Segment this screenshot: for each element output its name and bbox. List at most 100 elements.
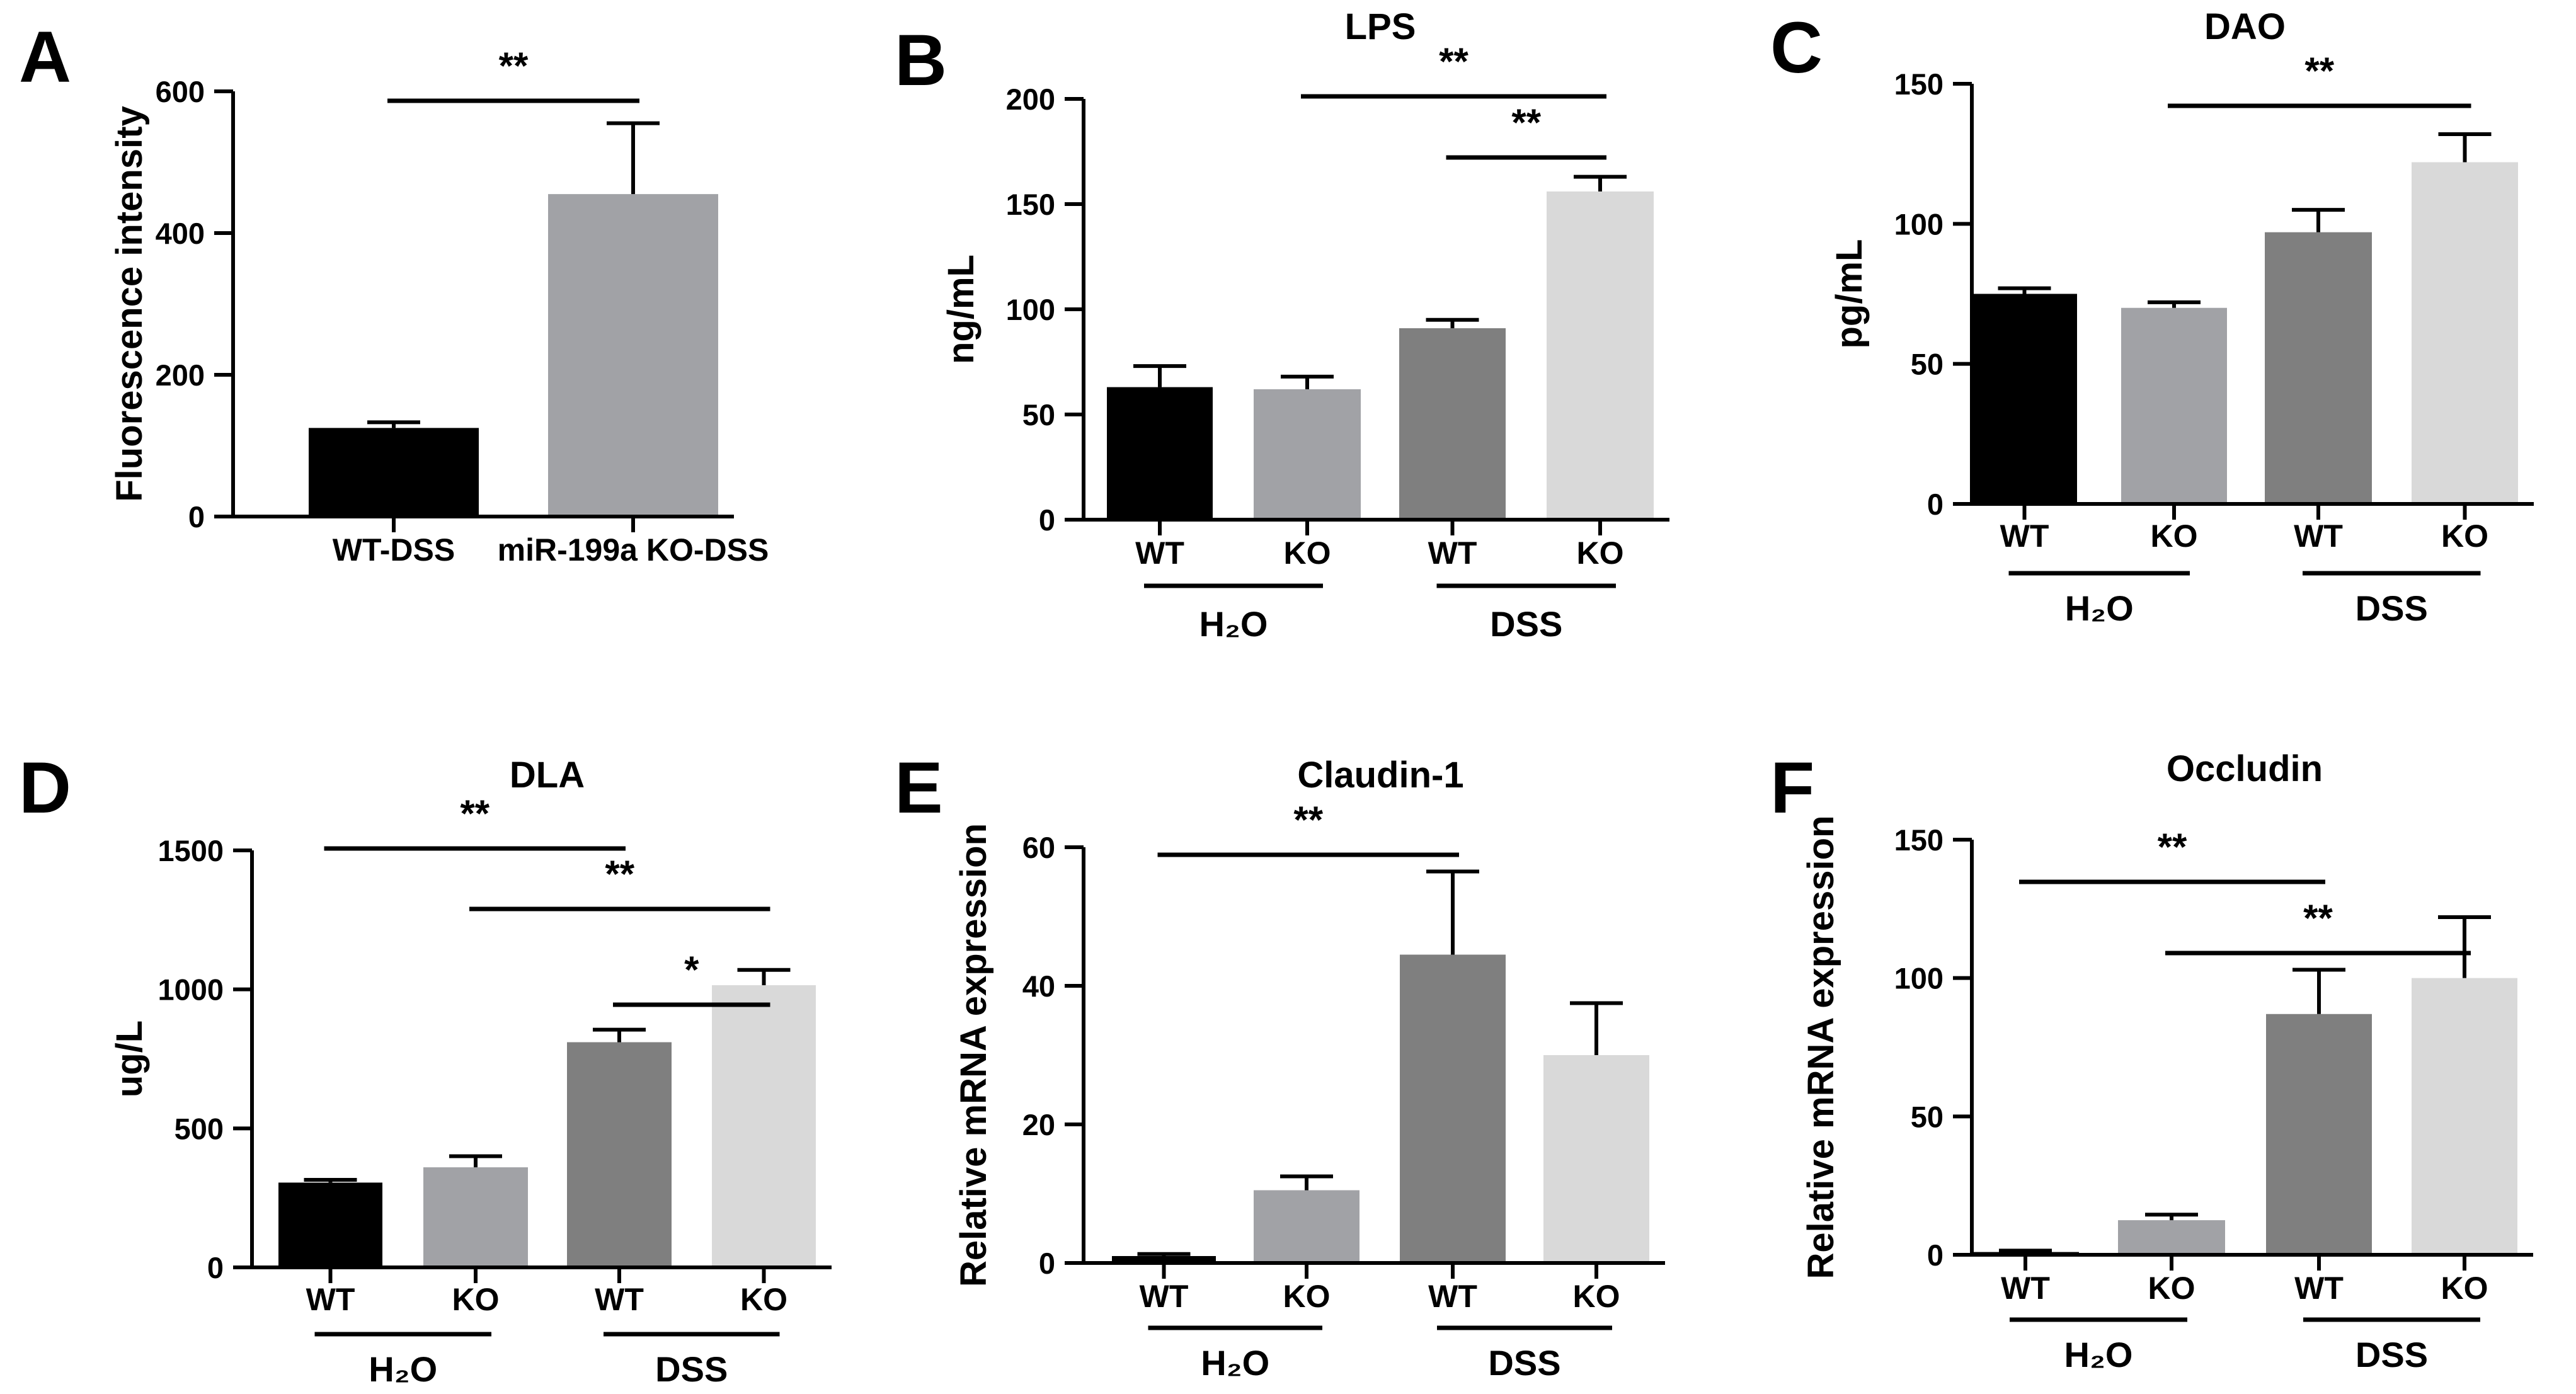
group-label: DSS: [2356, 1335, 2428, 1374]
y-tick-label: 60: [1022, 831, 1055, 864]
y-tick-label: 100: [1894, 962, 1943, 995]
x-tick-label: KO: [2151, 518, 2198, 554]
bar: [309, 428, 479, 517]
y-tick-label: 50: [1022, 398, 1055, 431]
bar: [548, 194, 718, 517]
x-tick-label: WT: [595, 1282, 644, 1317]
x-tick-label: WT: [2000, 518, 2049, 554]
panel-label: C: [1770, 8, 1823, 88]
panel-label: E: [895, 748, 943, 828]
group-label: DSS: [1488, 1343, 1560, 1383]
bar: [1107, 387, 1213, 520]
significance-label: **: [1293, 799, 1323, 841]
panel-label: D: [19, 748, 71, 828]
y-tick-label: 1500: [157, 834, 224, 867]
y-tick-label: 150: [1894, 823, 1943, 857]
bar: [2265, 232, 2372, 504]
chart-title: DLA: [510, 755, 585, 796]
y-tick-label: 50: [1911, 348, 1943, 381]
group-label: H₂O: [369, 1349, 437, 1389]
y-tick-label: 150: [1894, 67, 1943, 101]
y-tick-label: 600: [156, 75, 205, 108]
significance-label: **: [460, 792, 489, 835]
x-tick-label: KO: [2441, 518, 2488, 554]
bar: [2412, 162, 2518, 504]
group-label: DSS: [655, 1349, 728, 1389]
chart-title: Occludin: [2167, 748, 2323, 789]
group-label: DSS: [1490, 604, 1562, 644]
x-tick-label: KO: [2441, 1271, 2488, 1306]
x-tick-label: KO: [1284, 535, 1331, 571]
y-tick-label: 200: [156, 358, 205, 392]
group-label: H₂O: [1201, 1343, 1269, 1383]
y-tick-label: 0: [1927, 488, 1943, 521]
x-tick-label: miR-199a KO-DSS: [498, 532, 769, 568]
panel-label: A: [19, 17, 71, 98]
significance-label: **: [499, 45, 529, 87]
bar: [423, 1167, 528, 1267]
y-tick-label: 200: [1006, 83, 1055, 116]
x-tick-label: KO: [452, 1282, 500, 1317]
x-tick-label: WT: [2294, 518, 2343, 554]
chart-title: LPS: [1345, 6, 1416, 47]
bar: [712, 985, 816, 1267]
chart-panel-b: B LPS ng/mL WT KO WT KO 0 50 100 150 200 H₂O DSS ** **: [895, 6, 1669, 644]
chart-panel-c: C DAO pg/mL WT KO WT KO 0 50 100 150 H₂O DSS **: [1770, 6, 2534, 628]
bar: [1972, 294, 2077, 504]
x-tick-label: WT: [1135, 535, 1184, 571]
bar: [2412, 978, 2517, 1255]
y-tick-label: 500: [175, 1112, 224, 1145]
bar: [1543, 1055, 1649, 1263]
chart-panel-a: A Fluorescence intensity WT-DSS miR-199a KO…: [19, 17, 769, 568]
significance-label: **: [605, 853, 634, 895]
y-axis-label: pg/mL: [1829, 239, 1870, 349]
y-tick-label: 150: [1006, 188, 1055, 221]
chart-panel-e: E Claudin-1 Relative mRNA expression WT KO WT…: [895, 748, 1665, 1383]
y-tick-label: 0: [188, 500, 205, 534]
bar: [1254, 1190, 1360, 1263]
bar: [2266, 1014, 2372, 1255]
y-axis-label: Fluorescence intensity: [109, 106, 150, 502]
x-tick-label: WT-DSS: [333, 532, 455, 568]
y-tick-label: 20: [1022, 1108, 1055, 1141]
bar: [567, 1042, 672, 1267]
y-tick-label: 100: [1006, 293, 1055, 326]
bar: [1112, 1256, 1216, 1263]
x-tick-label: WT: [1428, 1279, 1477, 1314]
y-tick-label: 0: [1039, 1247, 1055, 1280]
significance-label: **: [1439, 40, 1468, 83]
significance-label: **: [1511, 101, 1541, 144]
y-tick-label: 400: [156, 217, 205, 250]
bar: [1547, 191, 1654, 520]
y-tick-label: 0: [1927, 1238, 1943, 1272]
x-tick-label: KO: [740, 1282, 787, 1317]
group-label: DSS: [2356, 588, 2428, 628]
x-tick-label: KO: [1577, 535, 1624, 571]
chart-title: Claudin-1: [1297, 755, 1463, 796]
group-label: H₂O: [2064, 1335, 2133, 1374]
y-axis-label: Relative mRNA expression: [1800, 815, 1841, 1279]
panel-label: B: [895, 20, 947, 101]
panel-label: F: [1770, 748, 1814, 828]
bar: [1254, 389, 1361, 520]
significance-label: **: [2304, 50, 2334, 92]
x-tick-label: WT: [2294, 1271, 2344, 1306]
y-tick-label: 0: [1039, 503, 1055, 537]
significance-label: **: [2303, 897, 2333, 939]
y-tick-label: 100: [1894, 207, 1943, 241]
group-label: H₂O: [1199, 604, 1268, 644]
x-tick-label: WT: [1140, 1279, 1189, 1314]
bar: [2121, 307, 2227, 504]
y-tick-label: 1000: [157, 973, 224, 1007]
chart-panel-f: F Occludin Relative mRNA expression WT KO WT K…: [1770, 748, 2533, 1374]
chart-title: DAO: [2204, 6, 2286, 47]
significance-label: *: [684, 949, 699, 991]
y-axis-label: ng/mL: [941, 254, 982, 364]
group-label: H₂O: [2065, 588, 2134, 628]
bar: [2118, 1220, 2225, 1255]
bar: [1399, 328, 1506, 520]
bar: [1400, 954, 1506, 1263]
y-tick-label: 40: [1022, 969, 1055, 1003]
x-tick-label: WT: [1428, 535, 1477, 571]
